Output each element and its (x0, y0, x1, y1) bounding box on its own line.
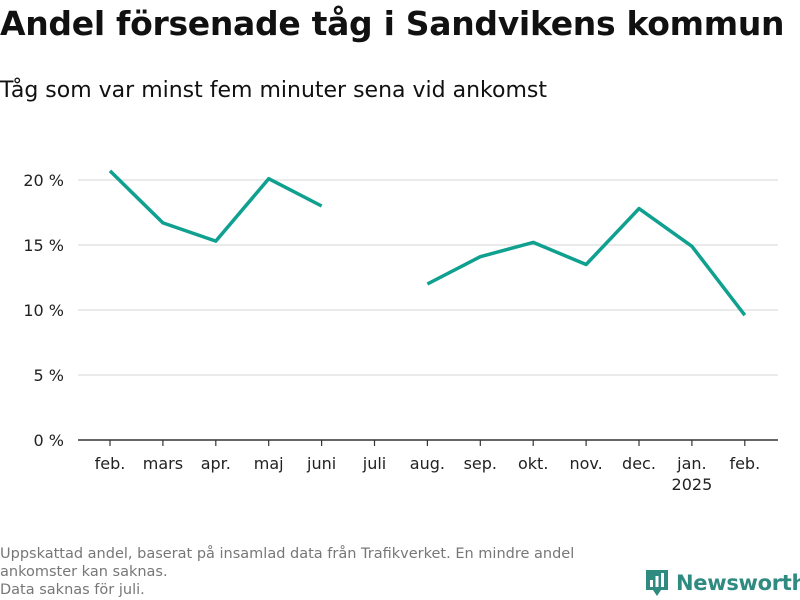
x-tick-label: mars (143, 454, 183, 473)
y-tick-label: 10 % (23, 301, 64, 320)
footnote-line-2: ankomster kan saknas. (0, 564, 168, 580)
y-tick-label: 15 % (23, 236, 64, 255)
x-tick-label: feb. (729, 454, 760, 473)
y-tick-label: 20 % (23, 171, 64, 190)
x-tick-label: juli (362, 454, 386, 473)
series-line (426, 206, 747, 317)
y-tick-label: 0 % (34, 431, 64, 450)
chart-subtitle: Tåg som var minst fem minuter sena vid a… (0, 78, 547, 103)
x-tick-label: okt. (518, 454, 548, 473)
x-tick-sublabel: 2025 (672, 475, 713, 494)
x-tick-label: sep. (464, 454, 497, 473)
grid-lines (78, 179, 778, 376)
chart-title: Andel försenade tåg i Sandvikens kommun (0, 4, 785, 43)
x-tick-label: aug. (410, 454, 445, 473)
footnote-line-1: Uppskattad andel, baserat på insamlad da… (0, 546, 575, 562)
x-tick-label: jan. (676, 454, 706, 473)
brand-name: Newsworthy (676, 571, 800, 595)
series-line (108, 169, 323, 243)
x-tick-label: apr. (201, 454, 231, 473)
newsworthy-brand: Newsworthy (644, 568, 800, 598)
x-tick-label: dec. (622, 454, 656, 473)
x-axis-ticks: feb. mars apr. maj juni juli aug. sep. okt. nov. d… (95, 440, 760, 494)
x-tick-label: maj (254, 454, 284, 473)
newsworthy-logo-icon (646, 570, 668, 596)
x-tick-label: juni (306, 454, 336, 473)
y-tick-label: 5 % (34, 366, 64, 385)
y-axis-ticks: 0 % 5 % 10 % 15 % 20 % (23, 171, 64, 450)
x-tick-label: feb. (95, 454, 126, 473)
x-tick-label: nov. (569, 454, 602, 473)
series-lines (108, 169, 747, 317)
footnote-line-3: Data saknas för juli. (0, 582, 145, 598)
